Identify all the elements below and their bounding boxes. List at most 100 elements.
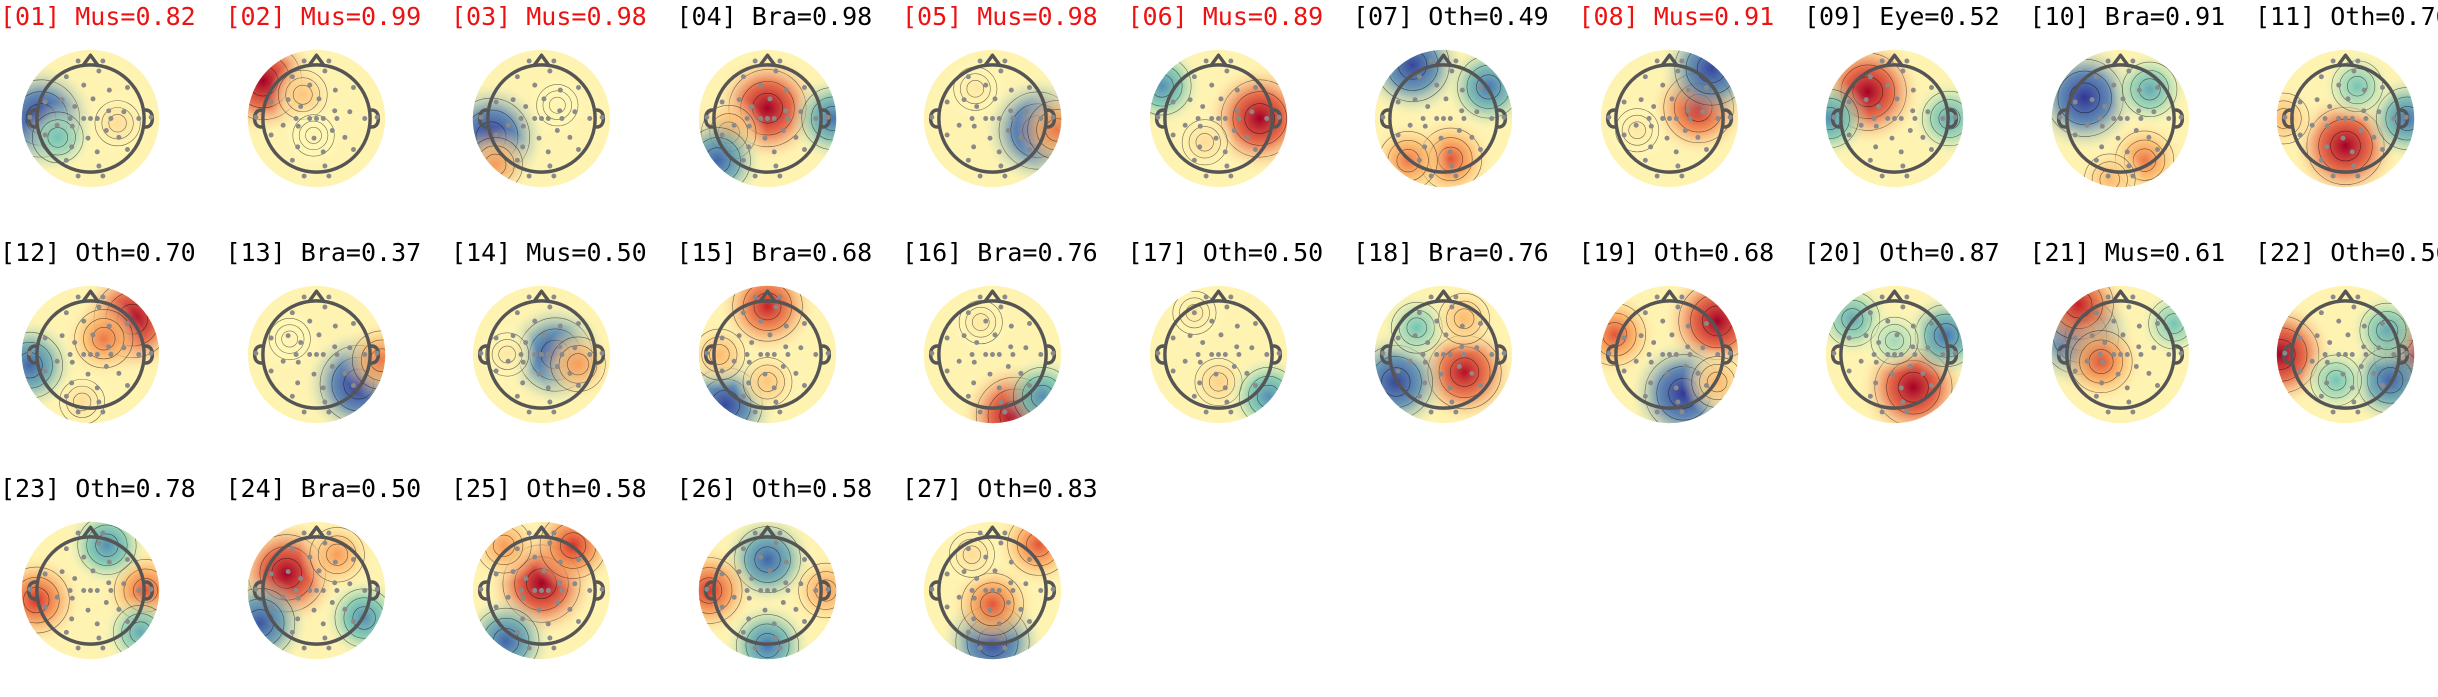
activation-blob (260, 310, 318, 368)
electrode-dot (1894, 332, 1900, 338)
electrode-dot (27, 586, 33, 592)
electrode-dot (536, 135, 542, 141)
ic-cell: [24] Bra=0.50 (226, 472, 451, 697)
electrode-dot (1263, 116, 1269, 121)
electrode-dot (2124, 352, 2130, 357)
contour-line (2330, 130, 2361, 162)
electrode-dot (2355, 173, 2361, 179)
activation-blob (2300, 345, 2372, 416)
contour-line (700, 336, 737, 373)
electrode-dot (2137, 116, 2143, 121)
electrode-dot (346, 345, 352, 351)
electrode-dot (557, 344, 563, 350)
electrode-dot (762, 607, 767, 613)
electrode-dot (2322, 116, 2328, 121)
head-outline (937, 63, 1048, 174)
nose-outline (1660, 53, 1678, 67)
electrode-dot (2358, 127, 2364, 133)
electrode-dot (350, 383, 356, 388)
electrode-dot (1443, 332, 1449, 338)
electrode-dot (567, 370, 573, 376)
electrode-dot (125, 383, 130, 388)
electrode-dot (977, 530, 983, 536)
topomap (1600, 49, 1738, 188)
electrode-dot (2105, 409, 2111, 415)
electrode-dot (333, 352, 339, 357)
topomap (1149, 285, 1287, 424)
electrode-dot (776, 530, 782, 536)
electrode-dot (1428, 294, 1434, 300)
electrode-dot (325, 645, 331, 651)
electrode-dot (268, 132, 274, 138)
electrode-dot (526, 530, 532, 536)
ic-cell: [23] Oth=0.78 (0, 472, 225, 697)
electrode-dot (1233, 344, 1239, 350)
electrode-dot (2101, 340, 2107, 346)
electrode-dot (1008, 108, 1014, 114)
electrode-dot (998, 304, 1004, 310)
electrode-dot (1425, 104, 1431, 110)
electrode-dot (280, 594, 286, 600)
ic-label: [14] Mus=0.50 (451, 238, 647, 267)
electrode-dot (996, 621, 1002, 627)
electrode-dot (1669, 332, 1674, 338)
ic-cell: [06] Mus=0.89 (1128, 0, 1353, 225)
electrode-dot (1469, 370, 1475, 376)
electrode-dot (88, 352, 93, 357)
activation-blob (472, 126, 534, 188)
contour-line (1188, 126, 1221, 159)
contour-line (1232, 91, 1287, 146)
electrode-dot (776, 173, 782, 179)
electrode-dot (1438, 135, 1444, 141)
electrode-dot (1218, 332, 1223, 338)
electrode-dot (478, 350, 484, 356)
electrode-dot (557, 559, 563, 565)
ic-label: [21] Mus=0.61 (2029, 238, 2226, 267)
electrode-dot (1892, 352, 1897, 357)
electrode-dot (2330, 58, 2336, 64)
electrode-dot (767, 332, 772, 338)
electrode-dot (1027, 147, 1032, 152)
electrode-dot (2314, 333, 2320, 339)
ic-cell: [03] Mus=0.98 (451, 0, 676, 225)
electrode-dot (293, 116, 299, 121)
electrode-dot (1867, 157, 1873, 163)
electrode-dot (532, 116, 538, 121)
electrode-dot (523, 104, 529, 110)
electrode-dot (801, 557, 807, 562)
electrode-dot (252, 350, 258, 356)
electrode-dot (2309, 122, 2315, 128)
electrode-dot (541, 332, 547, 338)
electrode-dot (1187, 333, 1193, 339)
head-outline (486, 63, 597, 174)
ic-label: [02] Mus=0.99 (225, 2, 422, 31)
electrode-dot (96, 635, 102, 641)
electrode-dot (27, 350, 33, 356)
head-outline (35, 63, 146, 174)
electrode-dot (557, 87, 563, 93)
electrode-dot (75, 645, 81, 651)
electrode-dot (1005, 127, 1011, 133)
activation-blob (2138, 288, 2189, 359)
electrode-dot (1867, 393, 1873, 399)
electrode-dot (1416, 310, 1422, 316)
electrode-dot (746, 123, 752, 129)
contour-line (2121, 61, 2177, 117)
electrode-dot (125, 321, 130, 326)
electrode-dot (106, 323, 112, 329)
electrode-dot (1154, 114, 1160, 120)
electrode-dot (757, 352, 763, 357)
electrode-dot (1703, 147, 1709, 152)
electrode-dot (1912, 352, 1918, 357)
electrode-dot (2129, 409, 2135, 415)
electrode-dot (100, 58, 106, 64)
electrode-dot (990, 352, 995, 357)
ic-cell: [10] Bra=0.91 (2030, 0, 2255, 225)
electrode-dot (1234, 323, 1240, 329)
electrode-dot (96, 540, 102, 546)
electrode-dot (969, 116, 975, 121)
electrode-dot (1234, 87, 1240, 93)
electrode-dot (320, 352, 326, 357)
electrode-dot (1925, 345, 1931, 351)
nose-outline (1885, 289, 1904, 303)
